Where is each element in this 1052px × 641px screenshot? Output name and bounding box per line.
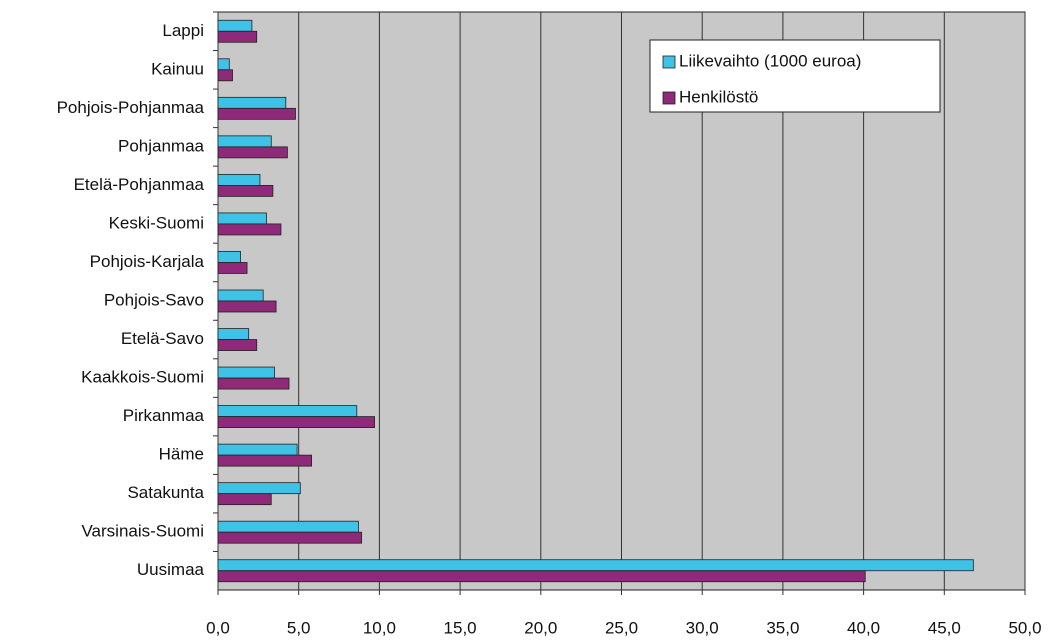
y-tick-label: Kainuu	[151, 59, 204, 78]
bar	[217, 107, 296, 120]
legend-label: Henkilöstö	[679, 87, 758, 106]
bar	[217, 289, 264, 302]
x-tick-label: 45,0	[928, 618, 961, 637]
y-tick-label: Uusimaa	[137, 560, 205, 579]
bar	[217, 251, 241, 263]
x-tick-label: 0,0	[206, 618, 230, 637]
x-tick-label: 40,0	[847, 618, 880, 637]
y-tick-label: Etelä-Pohjanmaa	[74, 175, 205, 194]
bar	[217, 366, 275, 379]
bar	[217, 184, 274, 197]
x-tick-label: 20,0	[524, 618, 557, 637]
bar	[217, 146, 288, 159]
x-tick-label: 30,0	[686, 618, 719, 637]
bar	[217, 300, 277, 313]
y-tick-label: Pohjois-Karjala	[90, 252, 205, 271]
bar	[217, 405, 358, 418]
y-tick-label: Pohjois-Pohjanmaa	[57, 98, 205, 117]
y-tick-label: Varsinais-Suomi	[81, 522, 204, 541]
x-tick-label: 15,0	[444, 618, 477, 637]
x-tick-label: 50,0	[1008, 618, 1041, 637]
bar	[217, 173, 261, 186]
bar	[217, 454, 313, 467]
bar	[217, 30, 258, 43]
bar	[217, 328, 250, 340]
bar	[217, 19, 253, 32]
bar	[217, 520, 359, 533]
y-tick-label: Kaakkois-Suomi	[81, 368, 204, 387]
bar	[217, 570, 866, 583]
y-tick-label: Pirkanmaa	[123, 406, 205, 425]
y-tick-label: Etelä-Savo	[121, 329, 204, 348]
bar	[217, 339, 258, 351]
bar	[217, 559, 974, 572]
bar	[217, 262, 248, 274]
bar	[217, 416, 375, 429]
bar	[217, 531, 363, 544]
bar	[217, 69, 233, 82]
bar	[217, 212, 267, 225]
y-tick-label: Lappi	[162, 21, 204, 40]
x-tick-label: 10,0	[363, 618, 396, 637]
bar	[217, 482, 301, 495]
y-tick-label: Keski-Suomi	[109, 213, 204, 232]
y-tick-label: Pohjois-Savo	[104, 290, 204, 309]
bar	[217, 493, 272, 506]
x-tick-label: 5,0	[287, 618, 311, 637]
x-tick-label: 35,0	[766, 618, 799, 637]
x-tick-label: 25,0	[605, 618, 638, 637]
y-tick-label: Pohjanmaa	[118, 136, 205, 155]
bar	[217, 96, 287, 109]
bar	[217, 223, 282, 236]
bar	[217, 58, 230, 71]
legend-swatch	[662, 55, 676, 69]
y-tick-label: Häme	[159, 445, 204, 464]
bar	[217, 135, 272, 148]
bar	[217, 443, 298, 456]
legend-label: Liikevaihto (1000 euroa)	[679, 51, 861, 70]
y-tick-label: Satakunta	[127, 483, 204, 502]
legend-box	[649, 39, 941, 113]
legend-swatch	[662, 91, 676, 105]
bar	[217, 377, 290, 390]
